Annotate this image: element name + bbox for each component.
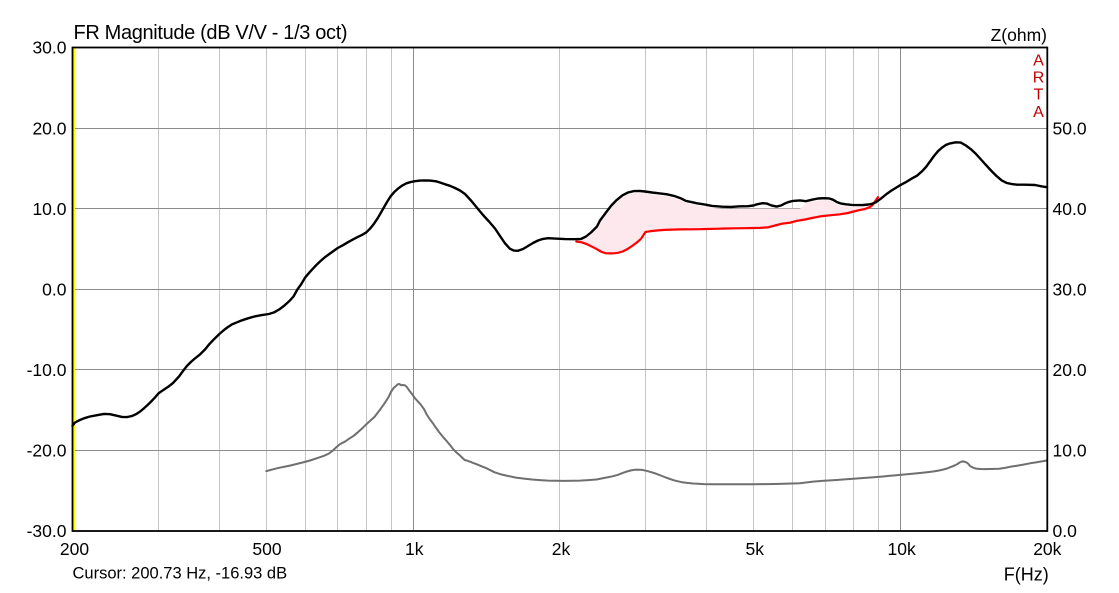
svg-text:20k: 20k (1033, 539, 1061, 559)
svg-text:5k: 5k (746, 539, 765, 559)
svg-text:0.0: 0.0 (1053, 521, 1078, 541)
svg-text:500: 500 (252, 539, 281, 559)
svg-text:200: 200 (60, 539, 89, 559)
svg-text:30.0: 30.0 (1053, 279, 1087, 299)
svg-text:50.0: 50.0 (1053, 118, 1087, 138)
svg-text:10k: 10k (887, 539, 915, 559)
svg-text:-20.0: -20.0 (27, 441, 67, 461)
svg-text:30.0: 30.0 (32, 38, 66, 58)
svg-text:FR Magnitude (dB V/V - 1/3 oct: FR Magnitude (dB V/V - 1/3 oct) (74, 22, 348, 44)
svg-text:10.0: 10.0 (1053, 441, 1087, 461)
svg-text:F(Hz): F(Hz) (1004, 565, 1049, 585)
svg-text:10.0: 10.0 (32, 199, 66, 219)
svg-text:Cursor: 200.73 Hz, -16.93 dB: Cursor: 200.73 Hz, -16.93 dB (73, 565, 288, 583)
svg-text:1k: 1k (405, 539, 424, 559)
svg-text:-30.0: -30.0 (27, 521, 67, 541)
svg-text:T: T (1034, 87, 1044, 104)
svg-text:Z(ohm): Z(ohm) (991, 25, 1047, 45)
svg-text:A: A (1033, 104, 1044, 121)
svg-text:2k: 2k (552, 539, 571, 559)
svg-text:20.0: 20.0 (1053, 360, 1087, 380)
svg-text:40.0: 40.0 (1053, 199, 1087, 219)
svg-text:0.0: 0.0 (42, 279, 67, 299)
svg-text:20.0: 20.0 (32, 118, 66, 138)
svg-text:-10.0: -10.0 (27, 360, 67, 380)
svg-text:R: R (1033, 70, 1045, 87)
svg-text:A: A (1033, 53, 1044, 70)
